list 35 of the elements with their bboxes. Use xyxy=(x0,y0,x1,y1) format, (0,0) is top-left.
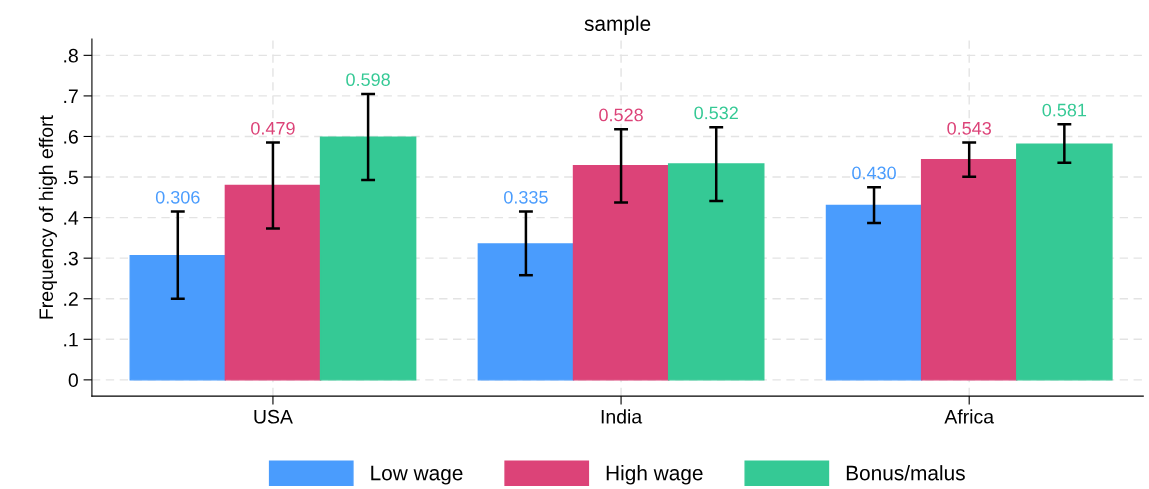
y-tick-label: .5 xyxy=(64,170,78,185)
y-tick-label: .7 xyxy=(64,89,78,103)
bar xyxy=(667,163,765,381)
bar xyxy=(129,255,227,381)
y-tick-label: .3 xyxy=(64,251,78,266)
y-tick-label: .6 xyxy=(64,129,78,144)
x-tick-label: USA xyxy=(254,409,293,424)
bar xyxy=(920,158,1018,381)
data-label: 0.479 xyxy=(251,121,295,135)
y-tick-label: .8 xyxy=(64,48,78,63)
data-label: 0.532 xyxy=(694,106,738,120)
x-tick-label: India xyxy=(601,409,643,424)
y-tick-label: 0 xyxy=(68,373,78,388)
y-tick-label: .2 xyxy=(64,292,78,306)
bar xyxy=(319,136,417,381)
bar xyxy=(572,164,670,381)
bar xyxy=(477,243,575,381)
y-tick-label: .4 xyxy=(64,211,79,225)
data-label: 0.430 xyxy=(852,166,896,180)
y-tick-label: .1 xyxy=(64,332,78,347)
y-axis-title: Frequency of high effort xyxy=(38,115,57,319)
data-label: 0.581 xyxy=(1042,103,1087,117)
data-label: 0.306 xyxy=(155,190,200,204)
legend-label: High wage xyxy=(606,465,703,485)
data-label: 0.598 xyxy=(346,73,390,87)
bar xyxy=(825,204,923,381)
data-label: 0.543 xyxy=(947,121,991,135)
x-tick-label: Africa xyxy=(944,409,995,424)
legend-label: Bonus/malus xyxy=(846,465,965,481)
legend-label: Low wage xyxy=(371,465,463,485)
data-label: 0.528 xyxy=(599,108,643,122)
bar xyxy=(1016,143,1113,381)
data-label: 0.335 xyxy=(504,190,548,204)
chart-subtitle: sample xyxy=(584,15,651,36)
bar xyxy=(224,184,322,381)
